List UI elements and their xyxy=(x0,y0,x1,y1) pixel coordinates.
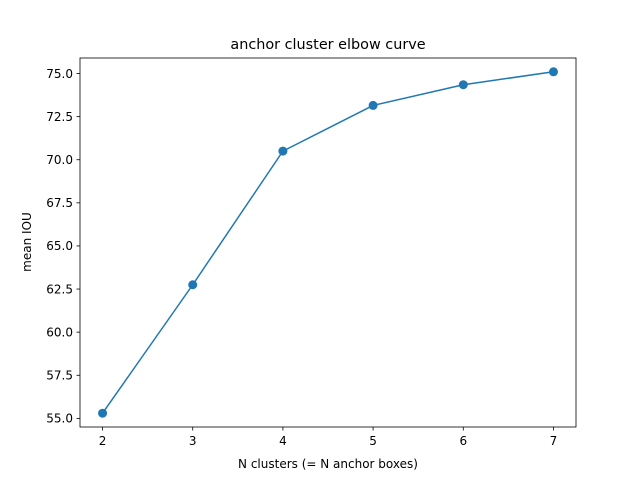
x-tick-label: 4 xyxy=(279,434,287,448)
x-tick-label: 6 xyxy=(459,434,467,448)
x-axis-ticks: 2 3 4 5 6 7 xyxy=(99,427,558,448)
data-point xyxy=(278,146,288,156)
x-axis-label: N clusters (= N anchor boxes) xyxy=(238,457,418,471)
x-tick-label: 7 xyxy=(550,434,558,448)
x-tick-label: 3 xyxy=(189,434,197,448)
series-line xyxy=(101,71,555,414)
y-tick-label: 65.0 xyxy=(46,239,73,253)
data-point xyxy=(188,280,198,290)
chart-title: anchor cluster elbow curve xyxy=(230,37,425,53)
data-point xyxy=(368,100,378,110)
y-tick-label: 55.0 xyxy=(46,412,73,426)
y-tick-label: 62.5 xyxy=(46,282,73,296)
data-point xyxy=(458,80,468,90)
y-axis-ticks: 55.0 57.5 60.0 62.5 65.0 67.5 70.0 72.5 75.0 xyxy=(46,67,80,426)
x-tick-label: 5 xyxy=(369,434,377,448)
y-axis-label: mean IOU xyxy=(20,212,34,272)
data-point xyxy=(548,67,558,77)
plot-area-frame xyxy=(79,57,577,428)
series-layer xyxy=(98,67,558,418)
y-tick-label: 75.0 xyxy=(46,67,73,81)
y-tick-label: 67.5 xyxy=(46,196,73,210)
y-tick-label: 70.0 xyxy=(46,153,73,167)
data-point xyxy=(98,408,108,418)
y-tick-label: 57.5 xyxy=(46,369,73,383)
y-tick-label: 72.5 xyxy=(46,110,73,124)
y-tick-label: 60.0 xyxy=(46,325,73,339)
x-tick-label: 2 xyxy=(99,434,107,448)
